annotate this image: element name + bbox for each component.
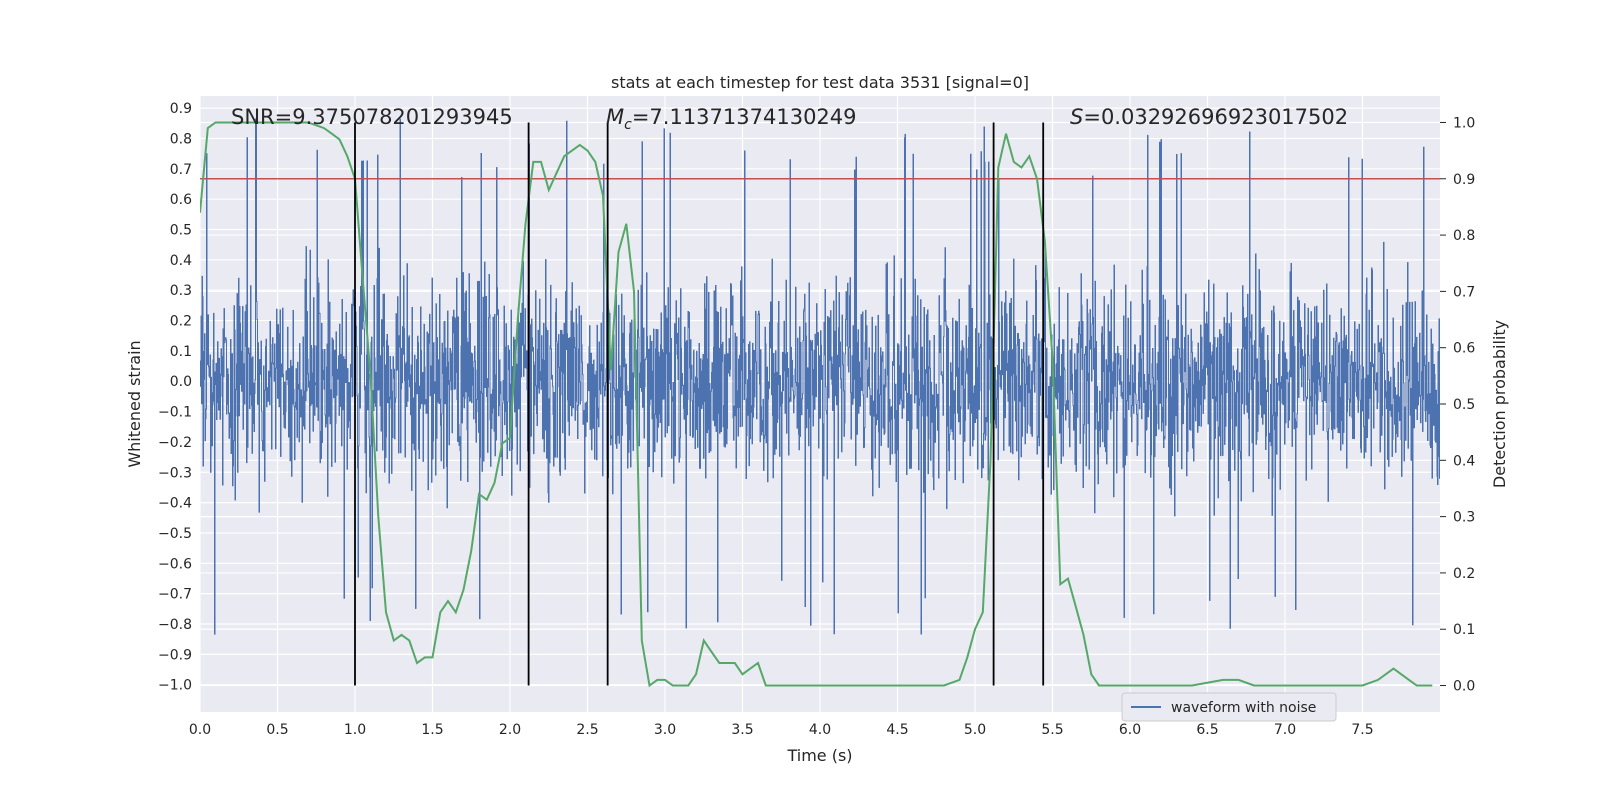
y2-axis-ticks: 1.0 0.9 0.8 0.7 0.6 0.5 0.4 0.3 0.2 0.1 0.0 xyxy=(1440,115,1475,695)
y-tick-label-19: −1.0 xyxy=(158,678,192,694)
y-tick-label-4: 0.5 xyxy=(170,223,192,239)
y-tick-label-3: 0.6 xyxy=(170,192,192,208)
snr-annotation: SNR=9.375078201293945 xyxy=(231,105,513,129)
y-tick-label-18: −0.9 xyxy=(158,647,192,663)
chirp-mass-symbol: M xyxy=(606,105,624,129)
chirp-mass-value: =7.11371374130249 xyxy=(632,105,857,129)
x-tick-label-8: 4.0 xyxy=(809,722,831,738)
y-tick-label-16: −0.7 xyxy=(158,587,192,603)
x-tick-label-4: 2.0 xyxy=(499,722,521,738)
x-tick-label-9: 4.5 xyxy=(886,722,908,738)
y-tick-label-8: 0.1 xyxy=(170,344,192,360)
s-value: =0.03292696923017502 xyxy=(1083,105,1348,129)
y-tick-label-6: 0.3 xyxy=(170,283,192,299)
x-tick-label-2: 1.0 xyxy=(344,722,366,738)
x-tick-label-12: 6.0 xyxy=(1119,722,1141,738)
y-tick-label-0: 0.9 xyxy=(170,101,192,117)
x-tick-label-14: 7.0 xyxy=(1274,722,1296,738)
x-tick-label-5: 2.5 xyxy=(576,722,598,738)
y2-tick-label-1: 0.9 xyxy=(1453,172,1475,188)
y2-tick-label-10: 0.0 xyxy=(1453,679,1475,695)
x-tick-label-10: 5.0 xyxy=(964,722,986,738)
y2-tick-label-2: 0.8 xyxy=(1453,228,1475,244)
y-tick-label-13: −0.4 xyxy=(158,496,192,512)
waveform-series xyxy=(200,118,1440,635)
y-tick-label-1: 0.8 xyxy=(170,131,192,147)
y-tick-label-10: −0.1 xyxy=(158,405,192,421)
y-axis-label: Whitened strain xyxy=(125,340,144,467)
y2-tick-label-6: 0.4 xyxy=(1453,453,1475,469)
x-tick-label-3: 1.5 xyxy=(421,722,443,738)
detection-probability-series xyxy=(200,121,1433,688)
y-tick-label-11: −0.2 xyxy=(158,435,192,451)
y2-tick-label-4: 0.6 xyxy=(1453,341,1475,357)
chirp-mass-subscript: c xyxy=(624,117,632,133)
x-axis-ticks: 0.0 0.5 1.0 1.5 2.0 2.5 3.0 3.5 4.0 4.5 5.0 5.5 6.0 6… xyxy=(189,722,1374,738)
y-tick-label-15: −0.6 xyxy=(158,556,192,572)
y-tick-label-9: 0.0 xyxy=(170,374,192,390)
y2-tick-label-8: 0.2 xyxy=(1453,566,1475,582)
legend: waveform with noise xyxy=(1121,692,1337,722)
y2-tick-label-5: 0.5 xyxy=(1453,397,1475,413)
y2-tick-label-9: 0.1 xyxy=(1453,622,1475,638)
x-tick-label-11: 5.5 xyxy=(1041,722,1063,738)
chart-title: stats at each timestep for test data 353… xyxy=(611,73,1029,92)
x-tick-label-15: 7.5 xyxy=(1351,722,1373,738)
y-tick-label-2: 0.7 xyxy=(170,162,192,178)
y-tick-label-12: −0.3 xyxy=(158,465,192,481)
x-tick-label-13: 6.5 xyxy=(1196,722,1218,738)
chirp-mass-annotation: Mc=7.11371374130249 xyxy=(606,105,857,133)
y2-tick-label-0: 1.0 xyxy=(1453,115,1475,131)
s-symbol: S xyxy=(1070,105,1083,129)
y-tick-label-17: −0.8 xyxy=(158,617,192,633)
x-axis-label: Time (s) xyxy=(786,746,852,765)
x-tick-label-7: 3.5 xyxy=(731,722,753,738)
legend-box xyxy=(1121,692,1337,722)
vertical-markers xyxy=(354,122,1045,686)
y2-axis-label: Detection probability xyxy=(1490,320,1509,488)
x-tick-label-1: 0.5 xyxy=(266,722,288,738)
x-tick-label-6: 3.0 xyxy=(654,722,676,738)
waveform-line xyxy=(200,118,1440,635)
detection-probability-line xyxy=(200,121,1433,688)
y-axis-ticks: 0.9 0.8 0.7 0.6 0.5 0.4 0.3 0.2 0.1 0.0 −0.1 −0.2 −0… xyxy=(158,101,192,694)
y-tick-label-5: 0.4 xyxy=(170,253,192,269)
legend-label: waveform with noise xyxy=(1171,700,1316,716)
y2-tick-label-3: 0.7 xyxy=(1453,284,1475,300)
y2-tick-label-7: 0.3 xyxy=(1453,510,1475,526)
s-annotation: S=0.03292696923017502 xyxy=(1070,105,1348,129)
y-tick-label-7: 0.2 xyxy=(170,314,192,330)
x-tick-label-0: 0.0 xyxy=(189,722,211,738)
y-tick-label-14: −0.5 xyxy=(158,526,192,542)
